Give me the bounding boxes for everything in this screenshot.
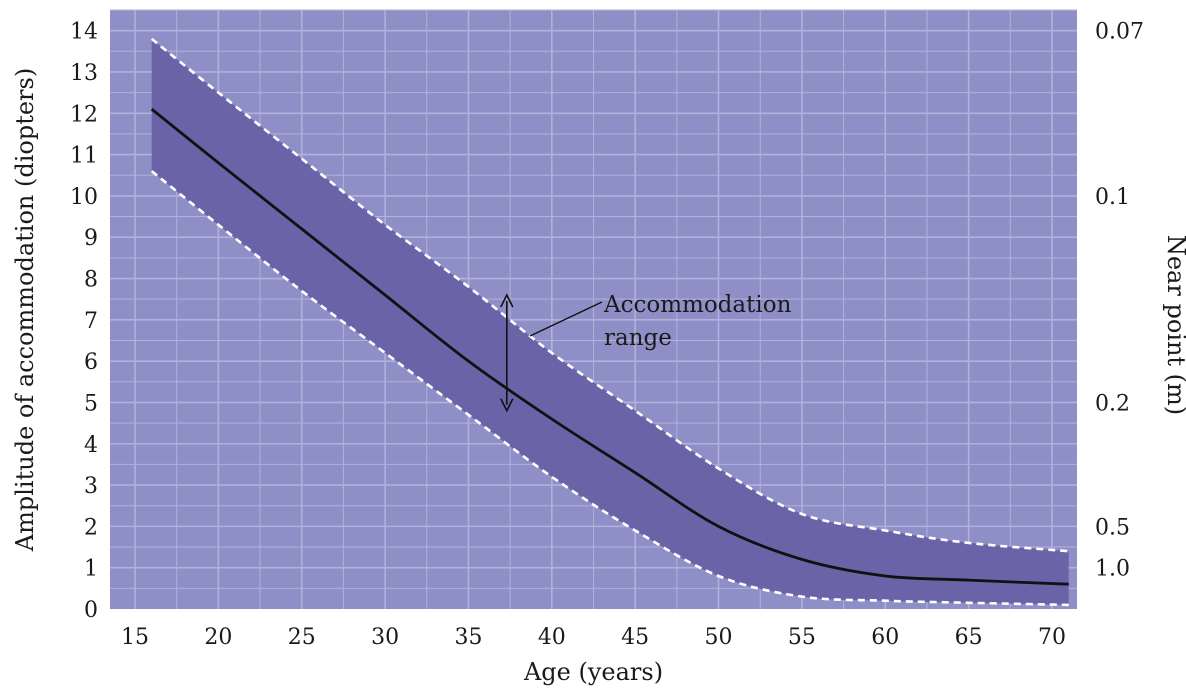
annotation-label-line-1: Accommodation — [603, 292, 792, 318]
y-tick-label: 14 — [70, 20, 98, 45]
y-tick-label: 2 — [84, 515, 98, 540]
y2-tick-label: 0.2 — [1095, 391, 1130, 416]
accommodation-range-band — [151, 38, 1069, 605]
annotation-label-line-2: range — [604, 325, 672, 351]
y-tick-label: 6 — [84, 350, 98, 375]
y-tick-label: 4 — [84, 433, 98, 458]
y2-axis-title: Near point (m) — [1162, 235, 1186, 415]
x-tick-label: 60 — [871, 625, 899, 650]
range-arrow-head-bottom — [500, 398, 514, 413]
x-tick-label: 55 — [788, 625, 816, 650]
y-tick-label: 13 — [70, 61, 98, 86]
x-tick-label: 40 — [538, 625, 566, 650]
x-tick-label: 20 — [204, 625, 232, 650]
x-tick-label: 15 — [121, 625, 149, 650]
y-tick-label: 11 — [70, 144, 98, 169]
x-tick-label: 45 — [621, 625, 649, 650]
y-tick-label: 7 — [84, 309, 98, 334]
x-tick-label: 35 — [454, 625, 482, 650]
x-axis-tick-labels: 15 20 25 30 35 40 45 50 55 60 65 70 — [121, 625, 1066, 650]
annotation-leader-line — [529, 301, 603, 337]
upper-bound-line — [150, 37, 1069, 553]
range-arrow-head-top — [500, 293, 514, 308]
y-axis-title: Amplitude of accommodation (diopters) — [11, 68, 39, 552]
y-tick-label: 10 — [70, 185, 98, 210]
y-tick-label: 12 — [70, 102, 98, 127]
y2-tick-label: 0.5 — [1095, 515, 1130, 540]
y-tick-label: 0 — [84, 598, 98, 623]
y-tick-label: 5 — [84, 391, 98, 416]
y2-tick-label: 0.1 — [1095, 185, 1130, 210]
x-tick-label: 50 — [705, 625, 733, 650]
x-axis-title: Age (years) — [523, 658, 663, 686]
x-tick-label: 25 — [288, 625, 316, 650]
x-tick-label: 65 — [955, 625, 983, 650]
mean-accommodation-line — [150, 108, 1069, 586]
y-tick-label: 9 — [84, 226, 98, 251]
accommodation-range-annotation: Accommodation range — [500, 292, 792, 413]
y-tick-label: 1 — [84, 557, 98, 582]
x-tick-label: 70 — [1038, 625, 1066, 650]
x-tick-label: 30 — [371, 625, 399, 650]
y2-axis-tick-labels: 0.07 0.1 0.2 0.5 1.0 — [1095, 20, 1144, 582]
y2-tick-label: 0.07 — [1095, 20, 1144, 45]
y2-tick-label: 1.0 — [1095, 557, 1130, 582]
y-tick-label: 8 — [84, 268, 98, 293]
y-tick-label: 3 — [84, 474, 98, 499]
lower-bound-line — [150, 170, 1069, 607]
